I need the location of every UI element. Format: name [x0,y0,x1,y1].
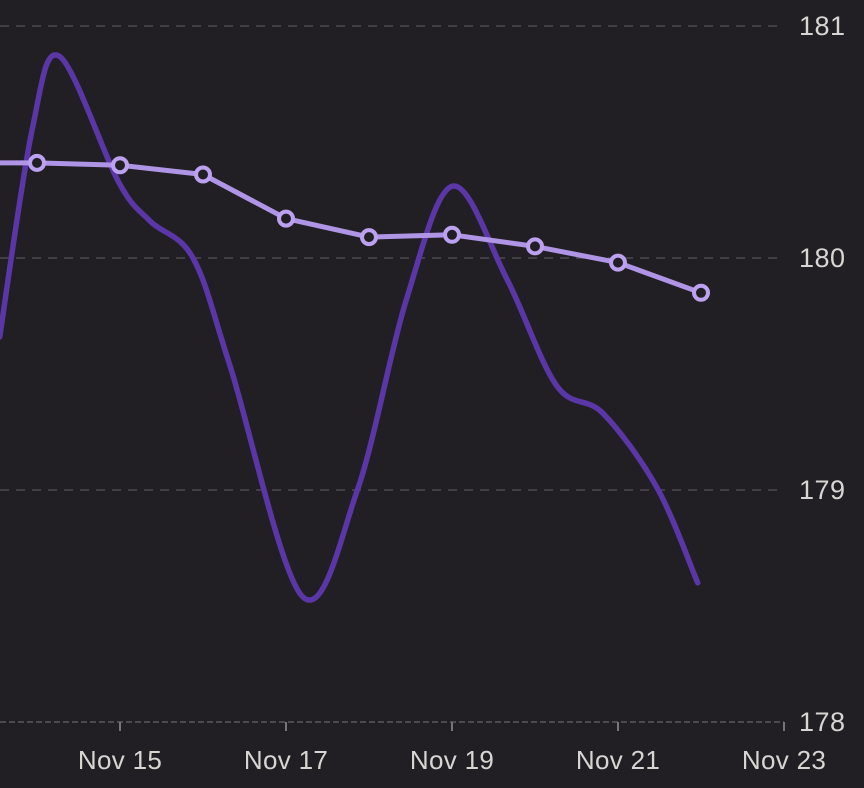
data-point-marker[interactable] [277,209,295,228]
data-point-marker[interactable] [692,283,710,302]
smooth-wavy-curve-path [0,52,701,603]
data-point-marker[interactable] [360,228,378,247]
data-point-marker[interactable] [526,237,544,256]
data-point-marker[interactable] [194,165,212,184]
data-point-marker[interactable] [443,225,461,244]
data-point-marker[interactable] [609,253,627,272]
line-with-markers-path [0,160,704,296]
data-point-marker[interactable] [111,156,129,175]
data-point-marker[interactable] [28,153,46,172]
